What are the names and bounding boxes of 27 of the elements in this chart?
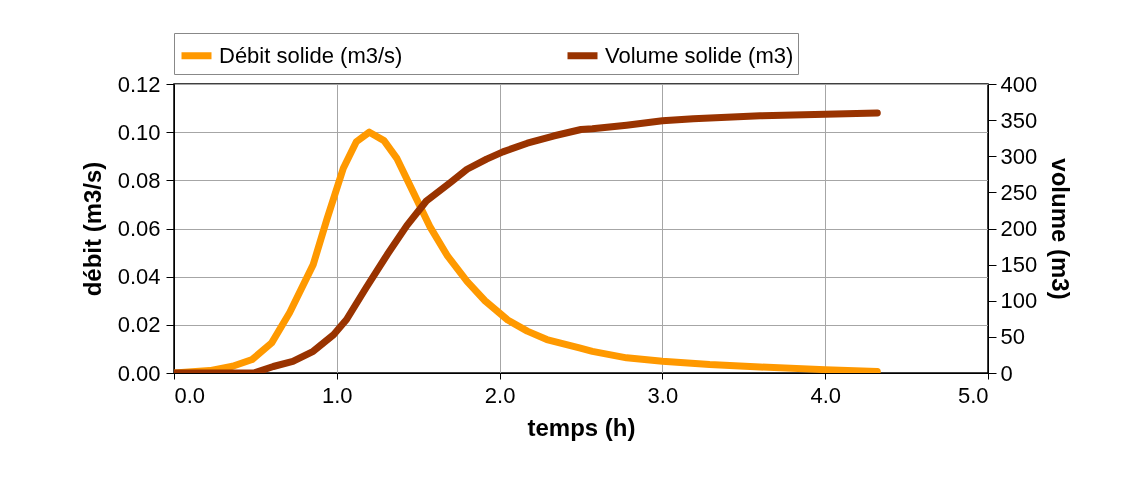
y-tick-label: 0.12 [117, 71, 161, 97]
x-tick-label: 1.0 [322, 382, 353, 408]
y2-tick-label: 250 [1000, 179, 1038, 205]
x-tick-label: 3.0 [647, 382, 679, 408]
x-tick-label: 0.0 [174, 382, 206, 408]
y-tick-label: 0.00 [117, 360, 161, 386]
y-axis-title: débit (m3/s) [78, 161, 106, 297]
x-tick-label: 4.0 [810, 382, 841, 408]
y-tick-label: 0.06 [117, 216, 161, 241]
y-tick-label: 0.10 [117, 119, 161, 145]
y-tick-label: 0.08 [117, 167, 161, 193]
y2-tick-label: 100 [1000, 288, 1038, 314]
y-tick-label: 0.02 [117, 312, 161, 338]
y2-axis-title: volume (m3) [1047, 158, 1075, 300]
x-tick-label: 5.0 [957, 382, 989, 408]
legend-label: Débit solide (m3/s) [219, 42, 403, 68]
legend-label: Volume solide (m3) [605, 42, 794, 68]
y2-tick-label: 300 [1000, 143, 1038, 169]
y2-tick-label: 150 [1000, 252, 1038, 278]
y2-tick-label: 200 [1000, 216, 1038, 241]
y2-tick-label: 50 [1000, 324, 1025, 350]
x-tick-label: 2.0 [484, 382, 516, 408]
y2-tick-label: 350 [1000, 107, 1038, 133]
x-axis-title: temps (h) [527, 413, 636, 441]
y2-tick-label: 400 [1000, 71, 1038, 97]
y-tick-label: 0.04 [117, 264, 161, 290]
y2-tick-label: 0 [1000, 360, 1013, 386]
